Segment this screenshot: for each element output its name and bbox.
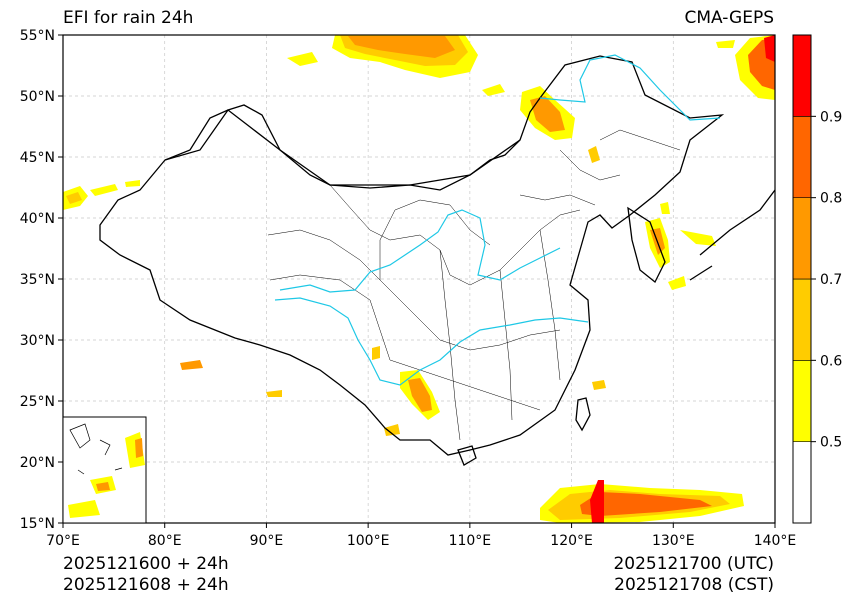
korea-outline [627,206,666,284]
country-borders [99,55,775,466]
japan-outline [689,189,775,281]
efi-area-sw-c [180,360,203,370]
efi-area-yunnan-core [408,378,432,412]
valid-time-utc: 2025121700 (UTC) [613,554,774,574]
lat-tick-label: 30°N [20,333,55,349]
efi-area-west-b [90,184,118,196]
efi-area-ne-small [588,146,600,163]
efi-area-ne-top [716,40,735,48]
efi-area-japan [680,230,716,246]
efi-area-west-core [66,192,82,204]
lon-tick-label: 90°E [250,533,284,549]
lat-tick-label: 45°N [20,150,55,166]
init-time-cst: 2025121608 + 24h [63,575,229,595]
lat-tick-label: 50°N [20,89,55,105]
lat-tick-labels: 15°N 20°N 25°N 30°N 35°N 40°N 45°N 50°N 55°N [20,28,63,532]
lon-tick-label: 110°E [449,533,492,549]
efi-area-west-c [125,180,140,187]
lon-tick-label: 70°E [46,533,80,549]
yangtze-river [274,297,589,386]
colorbar-segment [792,34,812,117]
mongolia-border [164,109,521,186]
lon-tick-label: 130°E [652,533,695,549]
colorbar-segment [792,441,812,524]
colorbar-tick-label: 0.7 [820,272,842,288]
init-time-utc: 2025121600 + 24h [63,554,229,574]
colorbar-segment [792,278,812,361]
efi-area-far-ne-peak [764,35,775,62]
lon-tick-label: 120°E [550,533,593,549]
colorbar-tick-label: 0.6 [820,353,842,369]
colorbar-tick-label: 0.8 [820,191,842,207]
hainan-outline [457,445,477,466]
efi-area-sw-e [592,380,606,390]
efi-area-sw-d [266,390,282,397]
amur-river [539,54,721,121]
efi-area-sw-a [372,346,380,360]
colorbar-segment [792,116,812,198]
lat-tick-label: 15°N [20,516,55,532]
colorbar-tick-label: 0.9 [820,109,842,125]
lat-tick-label: 25°N [20,394,55,410]
efi-area-south-sea-peak [590,480,604,523]
map-content [63,35,775,523]
efi-area-sw-b [384,424,400,436]
colorbar-segment [792,360,812,442]
efi-area-japan-b [668,276,686,290]
efi-area-small-a [287,52,318,66]
rivers [274,54,721,386]
gridlines [62,34,776,524]
colorbar-tick-label: 0.5 [820,435,842,451]
valid-time-cst: 2025121708 (CST) [614,575,774,595]
init-time-block: 2025121600 + 24h 2025121608 + 24h [63,554,229,596]
colorbar [792,34,812,524]
model-name: CMA-GEPS [684,8,774,28]
province-borders [267,129,681,441]
inset-map [62,416,147,524]
lat-tick-label: 40°N [20,211,55,227]
efi-shading [63,35,775,523]
efi-area-mongolia-core [348,36,455,58]
lat-tick-label: 20°N [20,455,55,471]
yellow-river [279,209,561,293]
lat-tick-label: 35°N [20,272,55,288]
efi-area-small-b [482,84,505,96]
lon-tick-label: 80°E [148,533,182,549]
valid-time-block: 2025121700 (UTC) 2025121708 (CST) [613,554,774,596]
lon-tick-labels: 70°E 80°E 90°E 100°E 110°E 120°E 130°E 140°E [46,523,796,549]
lon-tick-label: 140°E [754,533,797,549]
lat-tick-label: 55°N [20,28,55,44]
lon-tick-label: 100°E [347,533,390,549]
china-border [99,55,725,456]
colorbar-tick-labels: 0.5 0.6 0.7 0.8 0.9 [811,109,842,451]
colorbar-segment [792,197,812,280]
efi-area-japan-c [660,202,670,214]
map-title: EFI for rain 24h [63,8,194,28]
taiwan-outline [575,397,591,432]
efi-area-south-sea-high [580,492,712,516]
efi-area-northeast-core [530,96,565,132]
province-lines [267,129,681,441]
